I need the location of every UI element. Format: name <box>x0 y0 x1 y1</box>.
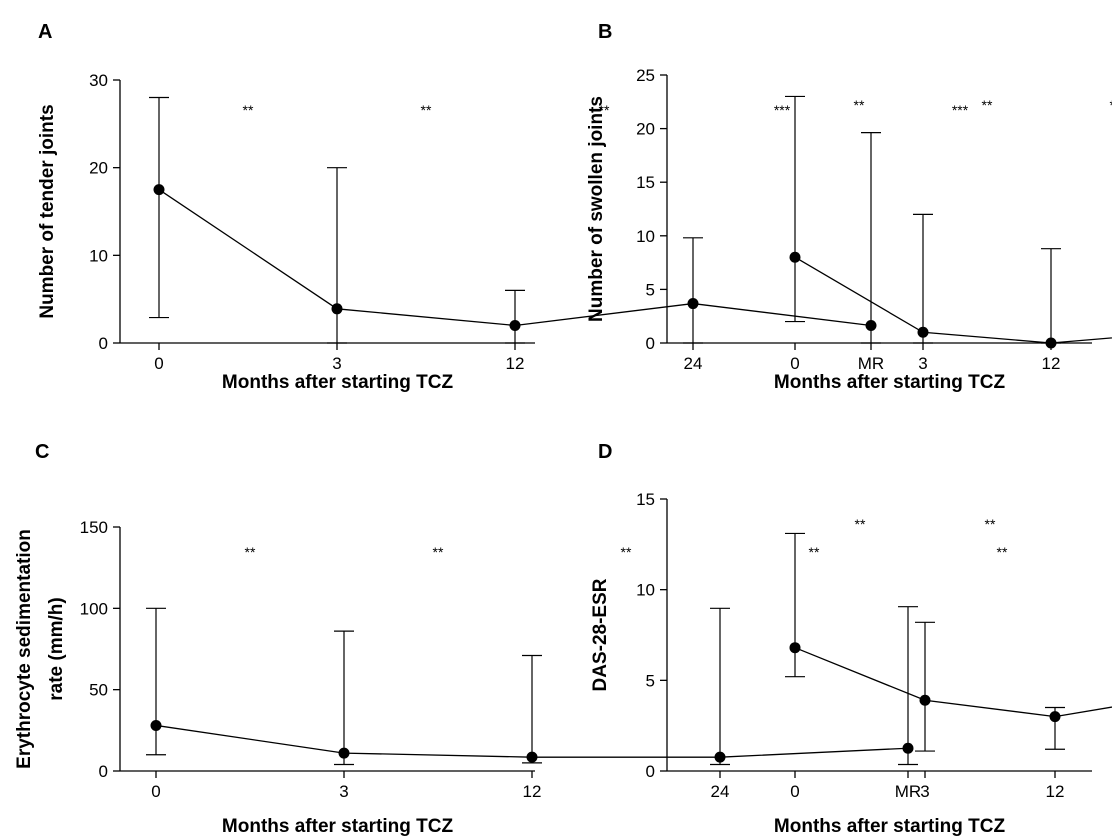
data-point <box>153 184 165 196</box>
x-tick-label: 0 <box>790 354 799 373</box>
data-point <box>919 694 931 706</box>
significance-marker: ** <box>245 544 256 560</box>
significance-marker: ** <box>985 516 996 532</box>
data-point <box>714 751 726 763</box>
series-line <box>794 256 1112 344</box>
y-tick-label: 0 <box>99 762 108 781</box>
y-axis-title: DAS-28-ESR <box>590 578 611 691</box>
data-point <box>150 719 162 731</box>
x-tick-label: 12 <box>523 782 542 801</box>
y-tick-label: 0 <box>646 762 655 781</box>
y-tick-label: 100 <box>80 599 108 618</box>
panel-d: D 0 5 10 15 0 3 12 24 MR Months after starting TCZ… <box>590 441 1112 837</box>
panel-letter: D <box>598 441 612 463</box>
significance-marker: ** <box>433 544 444 560</box>
y-axis-title: Erythrocyte sedimentation <box>14 529 35 769</box>
significance-marker: ** <box>599 102 610 118</box>
y-tick-label: 10 <box>89 246 108 265</box>
y-axis-title-line2: rate (mm/h) <box>46 597 67 700</box>
significance-marker: ** <box>621 544 632 560</box>
significance-marker: ** <box>809 544 820 560</box>
x-tick-label: 3 <box>918 354 927 373</box>
y-tick-label: 20 <box>89 159 108 178</box>
y-tick-label: 10 <box>636 227 655 246</box>
panel-letter: C <box>35 441 49 463</box>
x-tick-label: 0 <box>151 782 160 801</box>
y-tick-label: 20 <box>636 120 655 139</box>
significance-marker: ** <box>243 102 254 118</box>
x-tick-label: 3 <box>332 354 341 373</box>
data-point <box>865 319 877 331</box>
x-tick-label: 3 <box>339 782 348 801</box>
x-tick-label: 24 <box>711 782 730 801</box>
y-axis-title: Number of swollen joints <box>586 96 607 322</box>
x-axis-title: Months after starting TCZ <box>222 372 454 393</box>
y-tick-label: 15 <box>636 173 655 192</box>
x-axis-title: Months after starting TCZ <box>774 372 1006 393</box>
y-tick-label: 15 <box>636 490 655 509</box>
x-tick-label: 12 <box>1046 782 1065 801</box>
y-tick-label: 0 <box>99 334 108 353</box>
significance-marker: *** <box>952 102 969 118</box>
significance-marker: ** <box>982 97 993 113</box>
y-tick-label: 0 <box>646 334 655 353</box>
x-axis-title: Months after starting TCZ <box>774 816 1006 837</box>
data-point <box>526 751 538 763</box>
y-tick-label: 5 <box>646 280 655 299</box>
series-line <box>794 647 1112 718</box>
x-tick-label: 12 <box>1042 354 1061 373</box>
significance-marker: ** <box>1110 97 1112 113</box>
significance-marker: ** <box>855 516 866 532</box>
data-point <box>331 303 343 315</box>
data-point <box>1049 711 1061 723</box>
y-tick-label: 50 <box>89 681 108 700</box>
data-point <box>687 298 699 310</box>
y-tick-label: 30 <box>89 71 108 90</box>
panel-letter: A <box>38 21 52 43</box>
significance-marker: ** <box>421 102 432 118</box>
significance-marker: ** <box>854 97 865 113</box>
x-tick-label: 0 <box>154 354 163 373</box>
y-tick-label: 5 <box>646 671 655 690</box>
data-point <box>789 251 801 263</box>
data-point <box>1045 337 1057 349</box>
y-tick-label: 150 <box>80 518 108 537</box>
y-axis-title: Number of tender joints <box>37 104 58 318</box>
x-tick-label: 0 <box>790 782 799 801</box>
x-tick-label: MR <box>895 782 921 801</box>
y-tick-label: 10 <box>636 581 655 600</box>
data-point <box>509 319 521 331</box>
panel-letter: B <box>598 21 612 43</box>
data-point <box>917 326 929 338</box>
x-tick-label: 3 <box>920 782 929 801</box>
x-axis-title: Months after starting TCZ <box>222 816 454 837</box>
y-tick-label: 25 <box>636 66 655 85</box>
x-tick-label: 24 <box>684 354 703 373</box>
significance-marker: *** <box>774 102 791 118</box>
data-point <box>902 742 914 754</box>
data-point <box>789 642 801 654</box>
data-point <box>338 747 350 759</box>
x-tick-label: MR <box>858 354 884 373</box>
x-tick-label: 12 <box>506 354 525 373</box>
significance-marker: ** <box>997 544 1008 560</box>
